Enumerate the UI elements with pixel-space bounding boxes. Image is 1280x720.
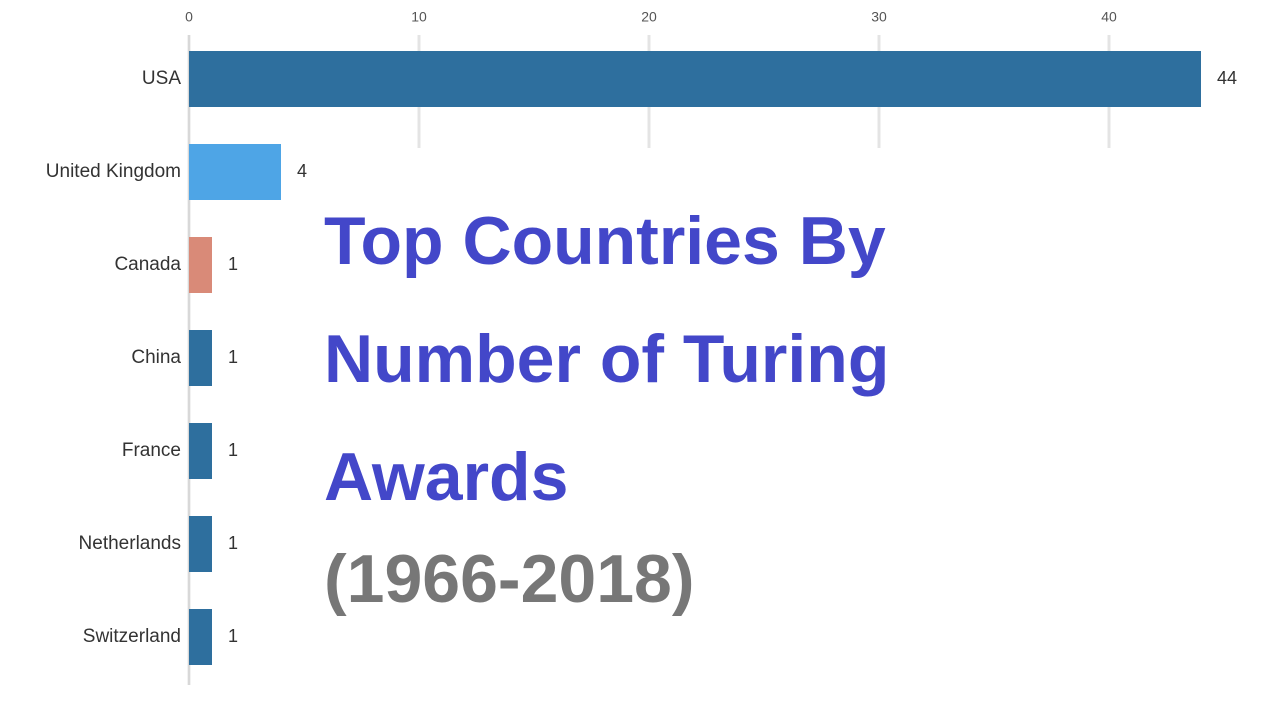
value-label: 44 [1217,68,1237,88]
value-label: 1 [228,347,238,367]
category-label: China [131,347,181,368]
value-label: 1 [228,440,238,460]
category-label: Netherlands [79,533,181,554]
bar [189,51,1201,107]
x-tick-label: 10 [411,9,427,25]
category-label: Canada [114,254,181,275]
bar [189,516,212,572]
category-label: Switzerland [83,626,181,647]
bar [189,144,281,200]
bar [189,423,212,479]
x-tick-label: 20 [641,9,657,25]
value-label: 1 [228,533,238,553]
category-label: United Kingdom [46,161,181,182]
title-backdrop [370,148,1280,690]
chart-subtitle: (1966-2018) [324,541,695,617]
category-label: USA [142,68,181,89]
x-tick-label: 30 [871,9,887,25]
value-label: 4 [297,161,307,181]
bar [189,237,212,293]
value-label: 1 [228,626,238,646]
category-label: France [122,440,181,461]
x-tick-label: 40 [1101,9,1117,25]
chart-title: Top Countries By Number of Turing Awards [324,203,890,515]
value-label: 1 [228,254,238,274]
bar [189,609,212,665]
x-tick-label: 0 [185,9,193,25]
bar [189,330,212,386]
